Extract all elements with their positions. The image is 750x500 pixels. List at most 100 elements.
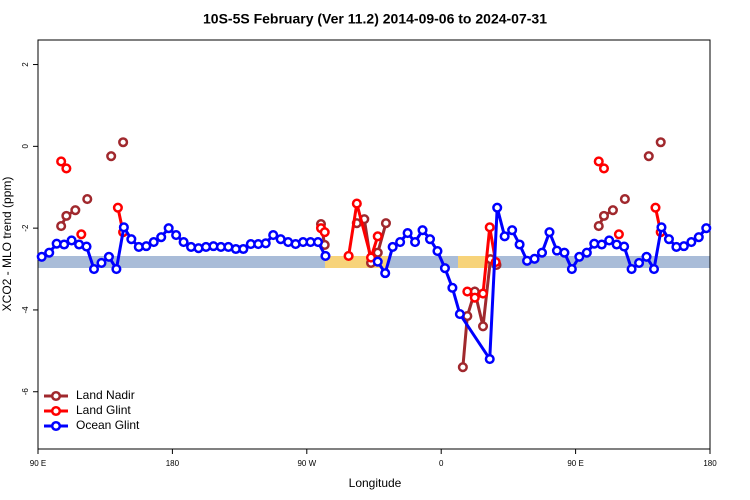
point: [178, 236, 189, 248]
y-tick-label: 0: [21, 144, 30, 149]
point: [544, 227, 555, 238]
x-tick-label: 180: [166, 459, 180, 468]
point: [395, 236, 406, 248]
point: [171, 230, 182, 241]
point: [56, 221, 67, 232]
point: [351, 198, 362, 209]
point: [596, 239, 607, 250]
point: [156, 232, 167, 243]
point: [648, 263, 660, 275]
point: [492, 202, 503, 213]
point: [410, 236, 421, 248]
point: [447, 282, 458, 293]
point: [312, 236, 324, 248]
point: [619, 241, 630, 252]
point: [118, 222, 129, 233]
point: [693, 232, 704, 243]
point: [650, 202, 661, 213]
point: [56, 156, 67, 167]
legend-label: Land Glint: [76, 403, 131, 417]
point: [61, 210, 72, 221]
point: [439, 263, 450, 274]
point: [163, 223, 174, 234]
point: [82, 194, 93, 205]
point: [148, 236, 159, 248]
point: [581, 247, 592, 258]
point: [469, 292, 480, 303]
point: [529, 253, 540, 264]
legend-label: Ocean Glint: [76, 418, 140, 432]
legend-marker: [50, 405, 62, 417]
point: [507, 225, 518, 236]
series-line: [61, 142, 661, 367]
point: [477, 321, 489, 332]
land-band: [458, 256, 488, 268]
point: [593, 156, 604, 167]
point: [320, 250, 331, 262]
point: [417, 225, 428, 236]
point: [343, 250, 354, 262]
point: [111, 263, 122, 275]
point: [88, 263, 100, 275]
legend-marker: [50, 420, 62, 432]
point: [59, 239, 70, 250]
y-tick-label: -4: [21, 306, 30, 314]
chart-title: 10S-5S February (Ver 11.2) 2014-09-06 to…: [203, 11, 547, 27]
point: [106, 151, 117, 162]
point: [372, 256, 383, 267]
y-axis-label: XCO2 - MLO trend (ppm): [0, 177, 14, 312]
point: [643, 151, 654, 162]
point: [81, 241, 92, 252]
legend-label: Land Nadir: [76, 388, 135, 402]
x-tick-label: 90 E: [30, 459, 46, 468]
point: [387, 241, 398, 253]
legend-marker: [50, 390, 62, 402]
x-tick-label: 90 E: [567, 459, 583, 468]
point: [76, 229, 87, 240]
point: [559, 247, 570, 258]
point: [268, 230, 279, 241]
point: [593, 221, 604, 232]
point: [36, 251, 47, 262]
point: [477, 288, 489, 299]
point: [514, 239, 525, 250]
point: [663, 234, 674, 245]
point: [536, 247, 548, 258]
point: [454, 308, 465, 320]
point: [484, 222, 495, 233]
point: [598, 163, 610, 174]
point: [319, 227, 330, 238]
point: [655, 137, 666, 148]
point: [678, 241, 689, 252]
point: [70, 205, 81, 216]
point: [118, 137, 129, 148]
point: [462, 286, 473, 297]
point: [701, 223, 712, 234]
point: [566, 263, 577, 275]
x-axis-label: Longitude: [349, 476, 402, 490]
plot-frame: [37, 39, 711, 450]
point: [44, 247, 55, 258]
point: [457, 362, 468, 373]
point: [484, 353, 495, 365]
point: [499, 231, 510, 242]
x-tick-label: 90 W: [297, 459, 316, 468]
point: [424, 234, 436, 245]
point: [432, 245, 443, 257]
point: [238, 243, 249, 255]
y-tick-label: -2: [21, 224, 30, 232]
point: [372, 231, 383, 242]
point: [96, 257, 107, 268]
x-tick-label: 0: [439, 459, 444, 468]
point: [66, 235, 77, 246]
point: [619, 194, 630, 205]
x-tick-label: 180: [703, 459, 717, 468]
point: [686, 236, 697, 248]
point: [634, 257, 645, 268]
point: [607, 205, 618, 216]
point: [380, 268, 391, 279]
point: [656, 222, 667, 233]
point: [260, 238, 271, 249]
y-tick-label: 2: [21, 62, 30, 67]
